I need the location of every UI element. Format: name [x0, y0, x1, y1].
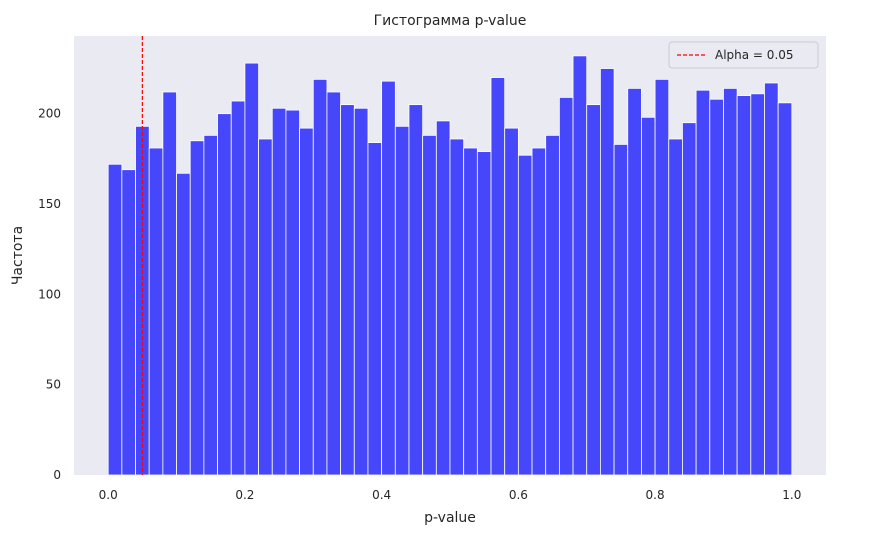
histogram-bar	[285, 109, 301, 476]
histogram-bar	[558, 97, 574, 476]
y-tick-label: 100	[38, 287, 61, 301]
histogram-bar	[148, 147, 164, 476]
y-tick-label: 0	[53, 468, 61, 482]
y-tick-label: 150	[38, 197, 61, 211]
histogram-bar	[435, 120, 451, 476]
legend-label-alpha: Alpha = 0.05	[715, 48, 794, 62]
histogram-bar	[340, 104, 355, 476]
histogram-bar	[668, 138, 683, 476]
histogram-bar	[408, 104, 424, 476]
histogram-bar	[299, 127, 314, 476]
histogram-bar	[764, 82, 779, 476]
x-axis-label: p-value	[424, 510, 476, 526]
histogram-bar	[463, 147, 478, 476]
histogram-bar	[613, 143, 629, 476]
histogram-bar	[545, 134, 560, 476]
legend: Alpha = 0.05	[668, 41, 819, 69]
histogram-bar	[641, 116, 656, 476]
x-tick-label: 0.0	[99, 488, 118, 502]
y-axis-ticks: 0 50 100 150 200	[38, 107, 61, 482]
histogram-bar	[531, 147, 547, 476]
histogram-bar	[189, 140, 205, 476]
histogram-bar	[654, 78, 670, 476]
histogram-bar	[326, 91, 342, 476]
histogram-bar	[736, 95, 752, 476]
histogram-bar	[107, 163, 123, 476]
histogram-bar	[777, 102, 793, 476]
histogram-bar	[422, 134, 437, 476]
x-tick-label: 1.0	[782, 488, 801, 502]
histogram-bar	[750, 93, 765, 476]
histogram-bar	[504, 127, 519, 476]
x-tick-label: 0.6	[509, 488, 528, 502]
histogram-bar	[600, 68, 615, 476]
histogram-bar	[586, 104, 601, 476]
histogram-bar	[490, 77, 506, 476]
histogram-bar	[258, 138, 273, 476]
histogram-bar	[176, 172, 191, 476]
histogram-bar	[162, 91, 177, 476]
histogram-bar	[312, 78, 328, 476]
y-tick-label: 200	[38, 107, 61, 121]
histogram-bar	[449, 138, 465, 476]
histogram-bar	[121, 169, 136, 476]
histogram-bar	[627, 87, 642, 476]
histogram-bar	[217, 113, 232, 476]
histogram-bar	[394, 125, 410, 476]
histogram-bar	[709, 98, 724, 476]
x-axis-ticks: 0.0 0.2 0.4 0.6 0.8 1.0	[99, 488, 802, 502]
x-tick-label: 0.8	[646, 488, 665, 502]
bars-layer	[107, 55, 793, 476]
histogram-bar	[572, 55, 588, 476]
histogram-bar	[271, 107, 287, 476]
histogram-bar	[682, 122, 697, 476]
histogram-bar	[367, 142, 383, 476]
x-tick-label: 0.4	[372, 488, 391, 502]
legend-box	[668, 41, 819, 69]
histogram-bar	[353, 107, 369, 476]
histogram-bar	[230, 100, 246, 476]
histogram-bar	[244, 62, 259, 476]
y-axis-label: Частота	[10, 226, 26, 285]
chart-title: Гистограмма p-value	[374, 13, 527, 29]
histogram-bar	[381, 80, 396, 476]
histogram-bar	[203, 134, 218, 476]
x-tick-label: 0.2	[235, 488, 254, 502]
histogram-bar	[723, 87, 738, 476]
histogram-bar	[695, 89, 711, 476]
y-tick-label: 50	[46, 378, 61, 392]
histogram-bar	[517, 154, 533, 476]
histogram-bar	[476, 151, 492, 476]
